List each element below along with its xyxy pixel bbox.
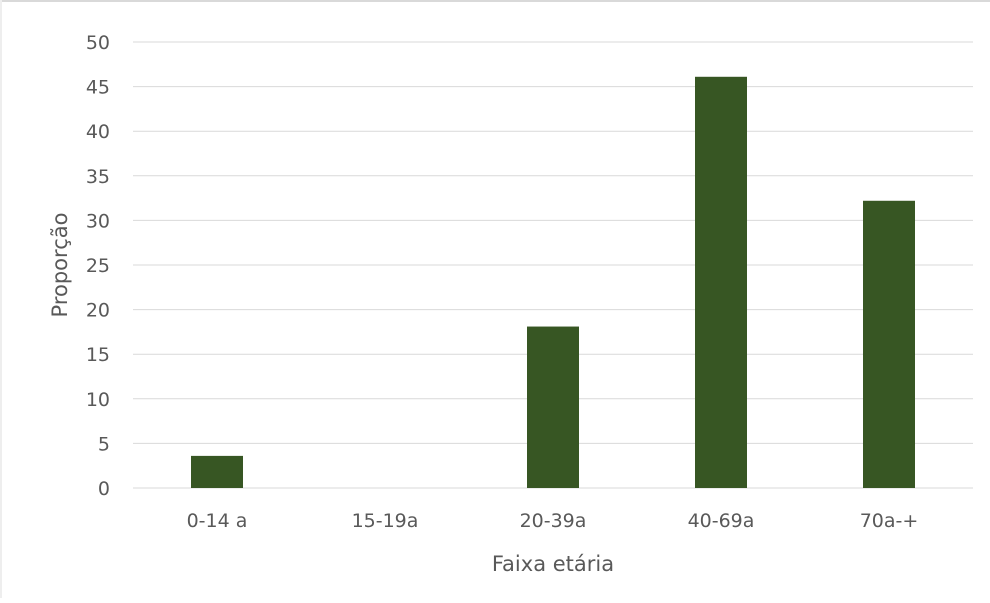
- bars: [191, 76, 915, 489]
- y-tick-label: 15: [86, 344, 110, 366]
- bar-20-39a: [527, 326, 579, 488]
- y-tick-label: 5: [98, 433, 110, 455]
- x-tick-label: 20-39a: [520, 510, 587, 532]
- x-tick-label: 0-14 a: [187, 510, 248, 532]
- gridlines: [133, 41, 973, 489]
- x-tick-label: 70a-+: [860, 510, 919, 532]
- y-tick-label: 40: [86, 121, 110, 143]
- x-tick-label: 40-69a: [688, 510, 755, 532]
- x-tick-label: 15-19a: [352, 510, 419, 532]
- bar-0-14-a: [191, 455, 243, 488]
- y-tick-label: 35: [86, 166, 110, 188]
- y-tick-label: 0: [98, 478, 110, 500]
- y-tick-label: 30: [86, 210, 110, 232]
- bar-40-69a: [695, 76, 747, 489]
- y-tick-label: 25: [86, 255, 110, 277]
- y-tick-label: 50: [86, 32, 110, 54]
- y-tick-labels: 0 5 10 15 20 25 30 35 40 45 50: [86, 32, 110, 500]
- y-axis-title: Proporção: [48, 213, 72, 318]
- y-tick-label: 20: [86, 300, 110, 322]
- x-tick-labels: 0-14 a 15-19a 20-39a 40-69a 70a-+: [187, 510, 919, 532]
- y-tick-label: 10: [86, 389, 110, 411]
- y-tick-label: 45: [86, 77, 110, 99]
- bar-70a: [863, 200, 915, 488]
- x-axis-title: Faixa etária: [492, 552, 614, 576]
